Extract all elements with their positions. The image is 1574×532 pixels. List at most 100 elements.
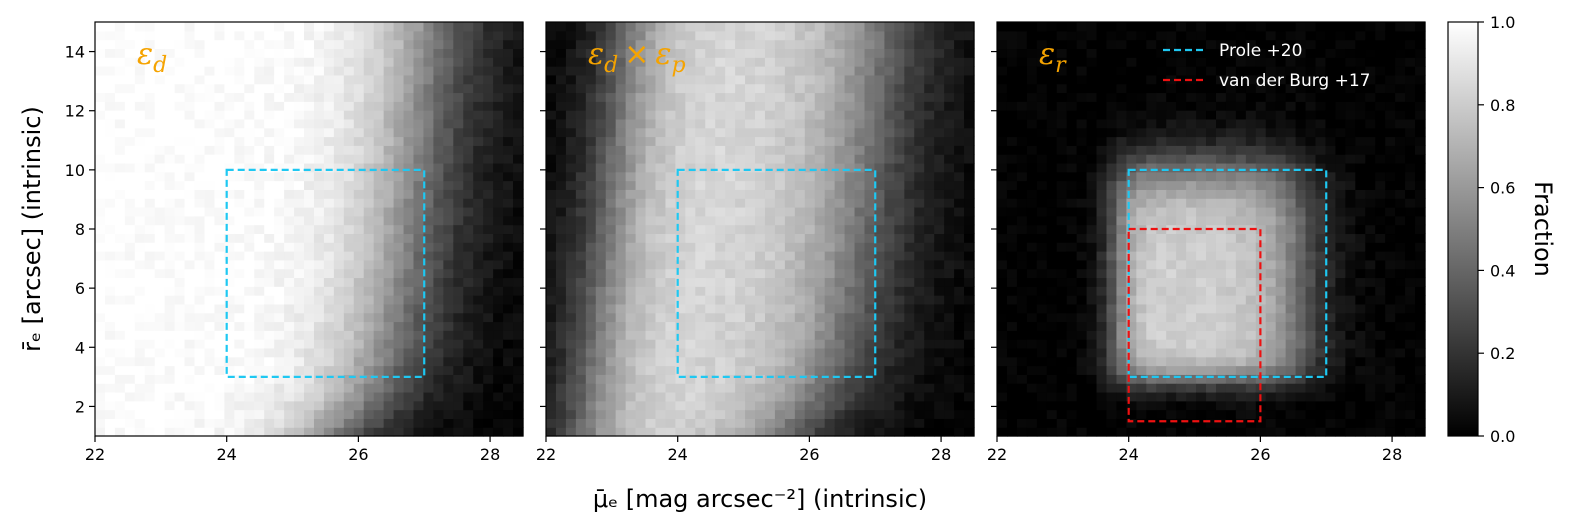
heatmap-cell (194, 400, 206, 411)
heatmap-cell (665, 391, 676, 402)
heatmap-cell (804, 286, 816, 296)
heatmap-cell (1066, 303, 1078, 314)
heatmap-cell (1046, 286, 1058, 296)
heatmap-cell (144, 39, 156, 50)
heatmap-cell (635, 321, 647, 331)
region-box-prole-20 (225, 168, 426, 378)
heatmap-cell (1106, 92, 1118, 102)
heatmap-cell (675, 206, 686, 217)
x-tick-label: 28 (480, 445, 500, 464)
heatmap-cell (244, 303, 255, 314)
heatmap-cell (555, 171, 567, 182)
heatmap-cell (725, 224, 736, 235)
heatmap-cell (1176, 48, 1187, 58)
heatmap-cell (894, 427, 905, 437)
heatmap-cell (154, 409, 166, 419)
heatmap-cell (114, 383, 126, 393)
heatmap-cell (393, 92, 405, 102)
heatmap-cell (575, 57, 587, 67)
heatmap-cell (655, 251, 667, 261)
heatmap-cell (655, 198, 667, 208)
heatmap-cell (615, 286, 627, 296)
heatmap-cell (575, 215, 587, 226)
heatmap-cell (1036, 259, 1048, 270)
heatmap-cell (1166, 409, 1177, 419)
heatmap-cell (804, 418, 816, 428)
heatmap-cell (715, 48, 726, 58)
heatmap-cell (1106, 162, 1118, 173)
heatmap-cell (715, 268, 726, 279)
heatmap-cell (1086, 101, 1098, 111)
heatmap-cell (1076, 145, 1088, 155)
heatmap-cell (413, 268, 425, 279)
heatmap-cell (685, 74, 696, 85)
heatmap-cell (1136, 101, 1147, 111)
heatmap-cell (274, 268, 285, 279)
heatmap-cell (164, 286, 176, 296)
heatmap-cell (313, 339, 325, 349)
heatmap-cell (144, 30, 156, 41)
heatmap-cell (1046, 48, 1058, 58)
heatmap-cell (124, 277, 136, 287)
heatmap-cell (705, 83, 716, 94)
heatmap-cell (313, 127, 325, 138)
heatmap-cell (423, 427, 435, 437)
panels: 222426282468101214εd​22242628εd​×εp​2224… (65, 21, 1426, 464)
heatmap-cell (1036, 39, 1048, 50)
heatmap-cell (174, 57, 186, 67)
heatmap-cell (565, 127, 577, 138)
heatmap-cell (1176, 224, 1187, 235)
heatmap-cell (164, 330, 176, 340)
heatmap-cell (755, 127, 766, 138)
heatmap-cell (184, 224, 196, 235)
heatmap-cell (964, 277, 975, 287)
heatmap-cell (294, 427, 305, 437)
heatmap-cell (735, 57, 746, 67)
heatmap-cell (546, 409, 557, 419)
heatmap-cell (725, 92, 736, 102)
heatmap-cell (1116, 242, 1127, 252)
heatmap-cell (655, 154, 667, 164)
heatmap-cell (705, 400, 716, 411)
heatmap-cell (333, 74, 345, 85)
heatmap-cell (294, 259, 305, 270)
heatmap-cell (546, 198, 557, 208)
heatmap-cell (695, 66, 706, 76)
heatmap-cell (1176, 321, 1187, 331)
heatmap-cell (685, 268, 696, 279)
heatmap-cell (1066, 224, 1078, 235)
heatmap-cell (874, 30, 886, 41)
heatmap-cell (1016, 171, 1028, 182)
heatmap-cell (635, 242, 647, 252)
heatmap-cell (725, 101, 736, 111)
heatmap-cell (1116, 374, 1127, 384)
heatmap-cell (423, 189, 435, 199)
heatmap-cell (1056, 409, 1068, 419)
heatmap-cell (383, 127, 395, 138)
heatmap-cell (284, 206, 295, 217)
heatmap-cell (585, 391, 597, 402)
heatmap-cell (874, 330, 886, 340)
heatmap-cell (864, 365, 876, 375)
heatmap-cell (114, 180, 126, 190)
heatmap-cell (774, 268, 786, 279)
heatmap-cell (546, 83, 557, 94)
heatmap-cell (954, 383, 965, 393)
heatmap-cell (114, 286, 126, 296)
heatmap-cell (224, 374, 235, 384)
heatmap-cell (423, 347, 435, 358)
heatmap-cell (695, 330, 706, 340)
heatmap-cell (794, 22, 806, 32)
heatmap-cell (725, 74, 736, 85)
heatmap-cell (934, 391, 945, 402)
heatmap-cell (774, 409, 786, 419)
heatmap-cell (625, 198, 637, 208)
heatmap-cell (244, 224, 255, 235)
heatmap-cell (144, 356, 156, 367)
heatmap-cell (214, 224, 225, 235)
heatmap-cell (513, 286, 524, 296)
heatmap-cell (894, 418, 905, 428)
heatmap-cell (645, 180, 657, 190)
heatmap-cell (1176, 330, 1187, 340)
heatmap-cell (463, 66, 474, 76)
